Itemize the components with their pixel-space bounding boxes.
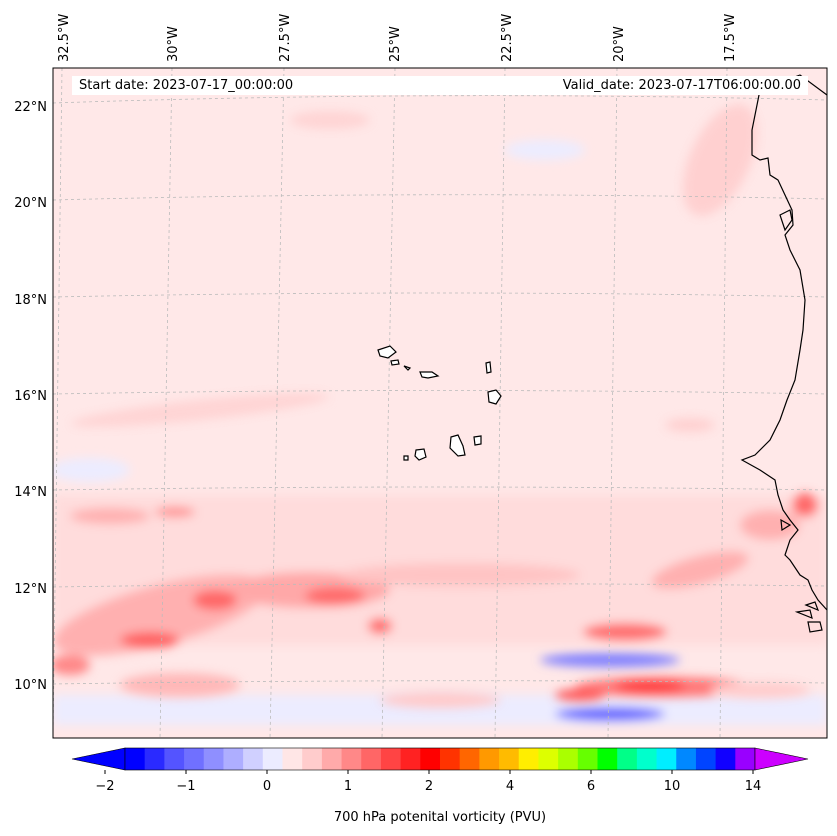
colorbar-block (636, 748, 658, 770)
colorbar-block (656, 748, 677, 770)
colorbar-tick-label: 2 (425, 779, 433, 794)
colorbar-block (203, 748, 224, 770)
colorbar-title: 700 hPa potenital vorticity (PVU) (334, 810, 546, 825)
colorbar-block (735, 748, 756, 770)
colorbar-block (558, 748, 579, 770)
colorbar-blocks (124, 747, 756, 771)
africa-coast (740, 74, 827, 611)
colorbar-block (695, 748, 717, 770)
colorbar-block (243, 748, 264, 770)
colorbar-block (479, 748, 500, 770)
colorbar-extend-low (71, 747, 126, 771)
colorbar-block (577, 748, 598, 770)
date-info-box: Start date: 2023-07-17_00:00:00 Valid_da… (72, 76, 808, 95)
lat-label: 14°N (14, 485, 47, 500)
colorbar-tick-label: −2 (95, 779, 114, 794)
colorbar-block (380, 748, 402, 770)
lon-label: 32.5°W (57, 14, 72, 62)
colorbar-tick-label: 1 (344, 779, 352, 794)
colorbar-block (262, 748, 283, 770)
map-panel (53, 68, 827, 738)
colorbar-block (538, 748, 559, 770)
lat-label: 16°N (14, 389, 47, 404)
colorbar-block (125, 748, 146, 770)
longitude-labels: 32.5°W 30°W 27.5°W 25°W 22.5°W 20°W 17.5… (57, 14, 738, 62)
colorbar-tick-labels: −2 −1 0 1 2 4 6 10 14 (95, 779, 761, 794)
lat-label: 12°N (14, 582, 47, 597)
lon-label: 25°W (388, 26, 403, 62)
valid-date-text: Valid_date: 2023-07-17T06:00:00.00 (562, 78, 801, 93)
latitude-labels: 22°N 20°N 18°N 16°N 14°N 12°N 10°N (14, 100, 47, 693)
lon-label: 17.5°W (723, 14, 738, 62)
colorbar-block (164, 748, 185, 770)
lat-label: 22°N (14, 100, 47, 115)
colorbar: −2 −1 0 1 2 4 6 10 14 700 hPa potenital … (71, 747, 809, 825)
coastline (740, 74, 827, 633)
lat-label: 18°N (14, 293, 47, 308)
colorbar-tick-label: 14 (745, 779, 762, 794)
colorbar-block (361, 748, 382, 770)
colorbar-tick-label: −1 (176, 779, 195, 794)
start-date-text: Start date: 2023-07-17_00:00:00 (79, 78, 294, 93)
graticule (53, 68, 827, 738)
colorbar-block (617, 748, 638, 770)
lon-label: 22.5°W (500, 14, 515, 62)
colorbar-block (184, 748, 205, 770)
colorbar-block (499, 748, 520, 770)
cape-verde-islands (377, 345, 502, 461)
colorbar-block (676, 748, 697, 770)
colorbar-block (321, 748, 343, 770)
colorbar-block (341, 748, 362, 770)
pv-positive-regions (53, 104, 827, 708)
colorbar-block (440, 748, 461, 770)
lat-label: 20°N (14, 196, 47, 211)
colorbar-block (715, 748, 736, 770)
colorbar-block (144, 748, 165, 770)
lon-label: 20°W (612, 26, 627, 62)
colorbar-block (282, 748, 303, 770)
colorbar-block (400, 748, 421, 770)
colorbar-block (459, 748, 480, 770)
lon-label: 27.5°W (278, 14, 293, 62)
lon-label: 30°W (166, 26, 181, 62)
lat-label: 10°N (14, 678, 47, 693)
colorbar-block (302, 748, 323, 770)
colorbar-block (597, 748, 618, 770)
colorbar-block (223, 748, 244, 770)
colorbar-ticks (104, 770, 754, 774)
colorbar-tick-label: 6 (587, 779, 595, 794)
colorbar-tick-label: 10 (664, 779, 681, 794)
colorbar-tick-label: 0 (263, 779, 271, 794)
colorbar-block (518, 748, 539, 770)
map-frame (52, 67, 828, 739)
colorbar-extend-high (754, 747, 809, 771)
colorbar-tick-label: 4 (506, 779, 514, 794)
colorbar-block (420, 748, 441, 770)
